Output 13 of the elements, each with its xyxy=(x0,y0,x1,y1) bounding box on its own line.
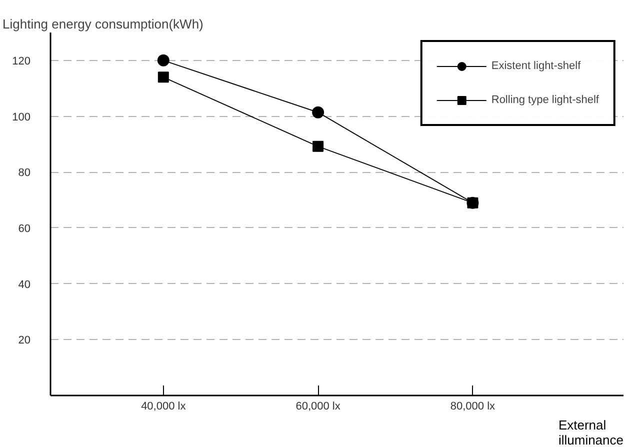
y-tick-label: 20 xyxy=(18,334,31,347)
y-tick-label: 120 xyxy=(12,55,31,68)
y-axis-title: Lighting energy consumption(kWh) xyxy=(2,16,204,32)
x-axis-title: External illuminance xyxy=(558,418,624,447)
y-tick-label: 100 xyxy=(12,111,31,124)
y-tick-label: 40 xyxy=(18,278,31,291)
y-tick-label: 80 xyxy=(18,167,31,180)
legend-label: Existent light-shelf xyxy=(491,60,581,72)
x-tick-label: 40,000 lx xyxy=(141,400,186,412)
x-tick-label: 60,000 lx xyxy=(296,400,341,412)
y-tick-label: 60 xyxy=(18,222,31,235)
x-tick-label: 80,000 lx xyxy=(450,400,496,412)
legend-label: Rolling type light-shelf xyxy=(491,94,599,106)
